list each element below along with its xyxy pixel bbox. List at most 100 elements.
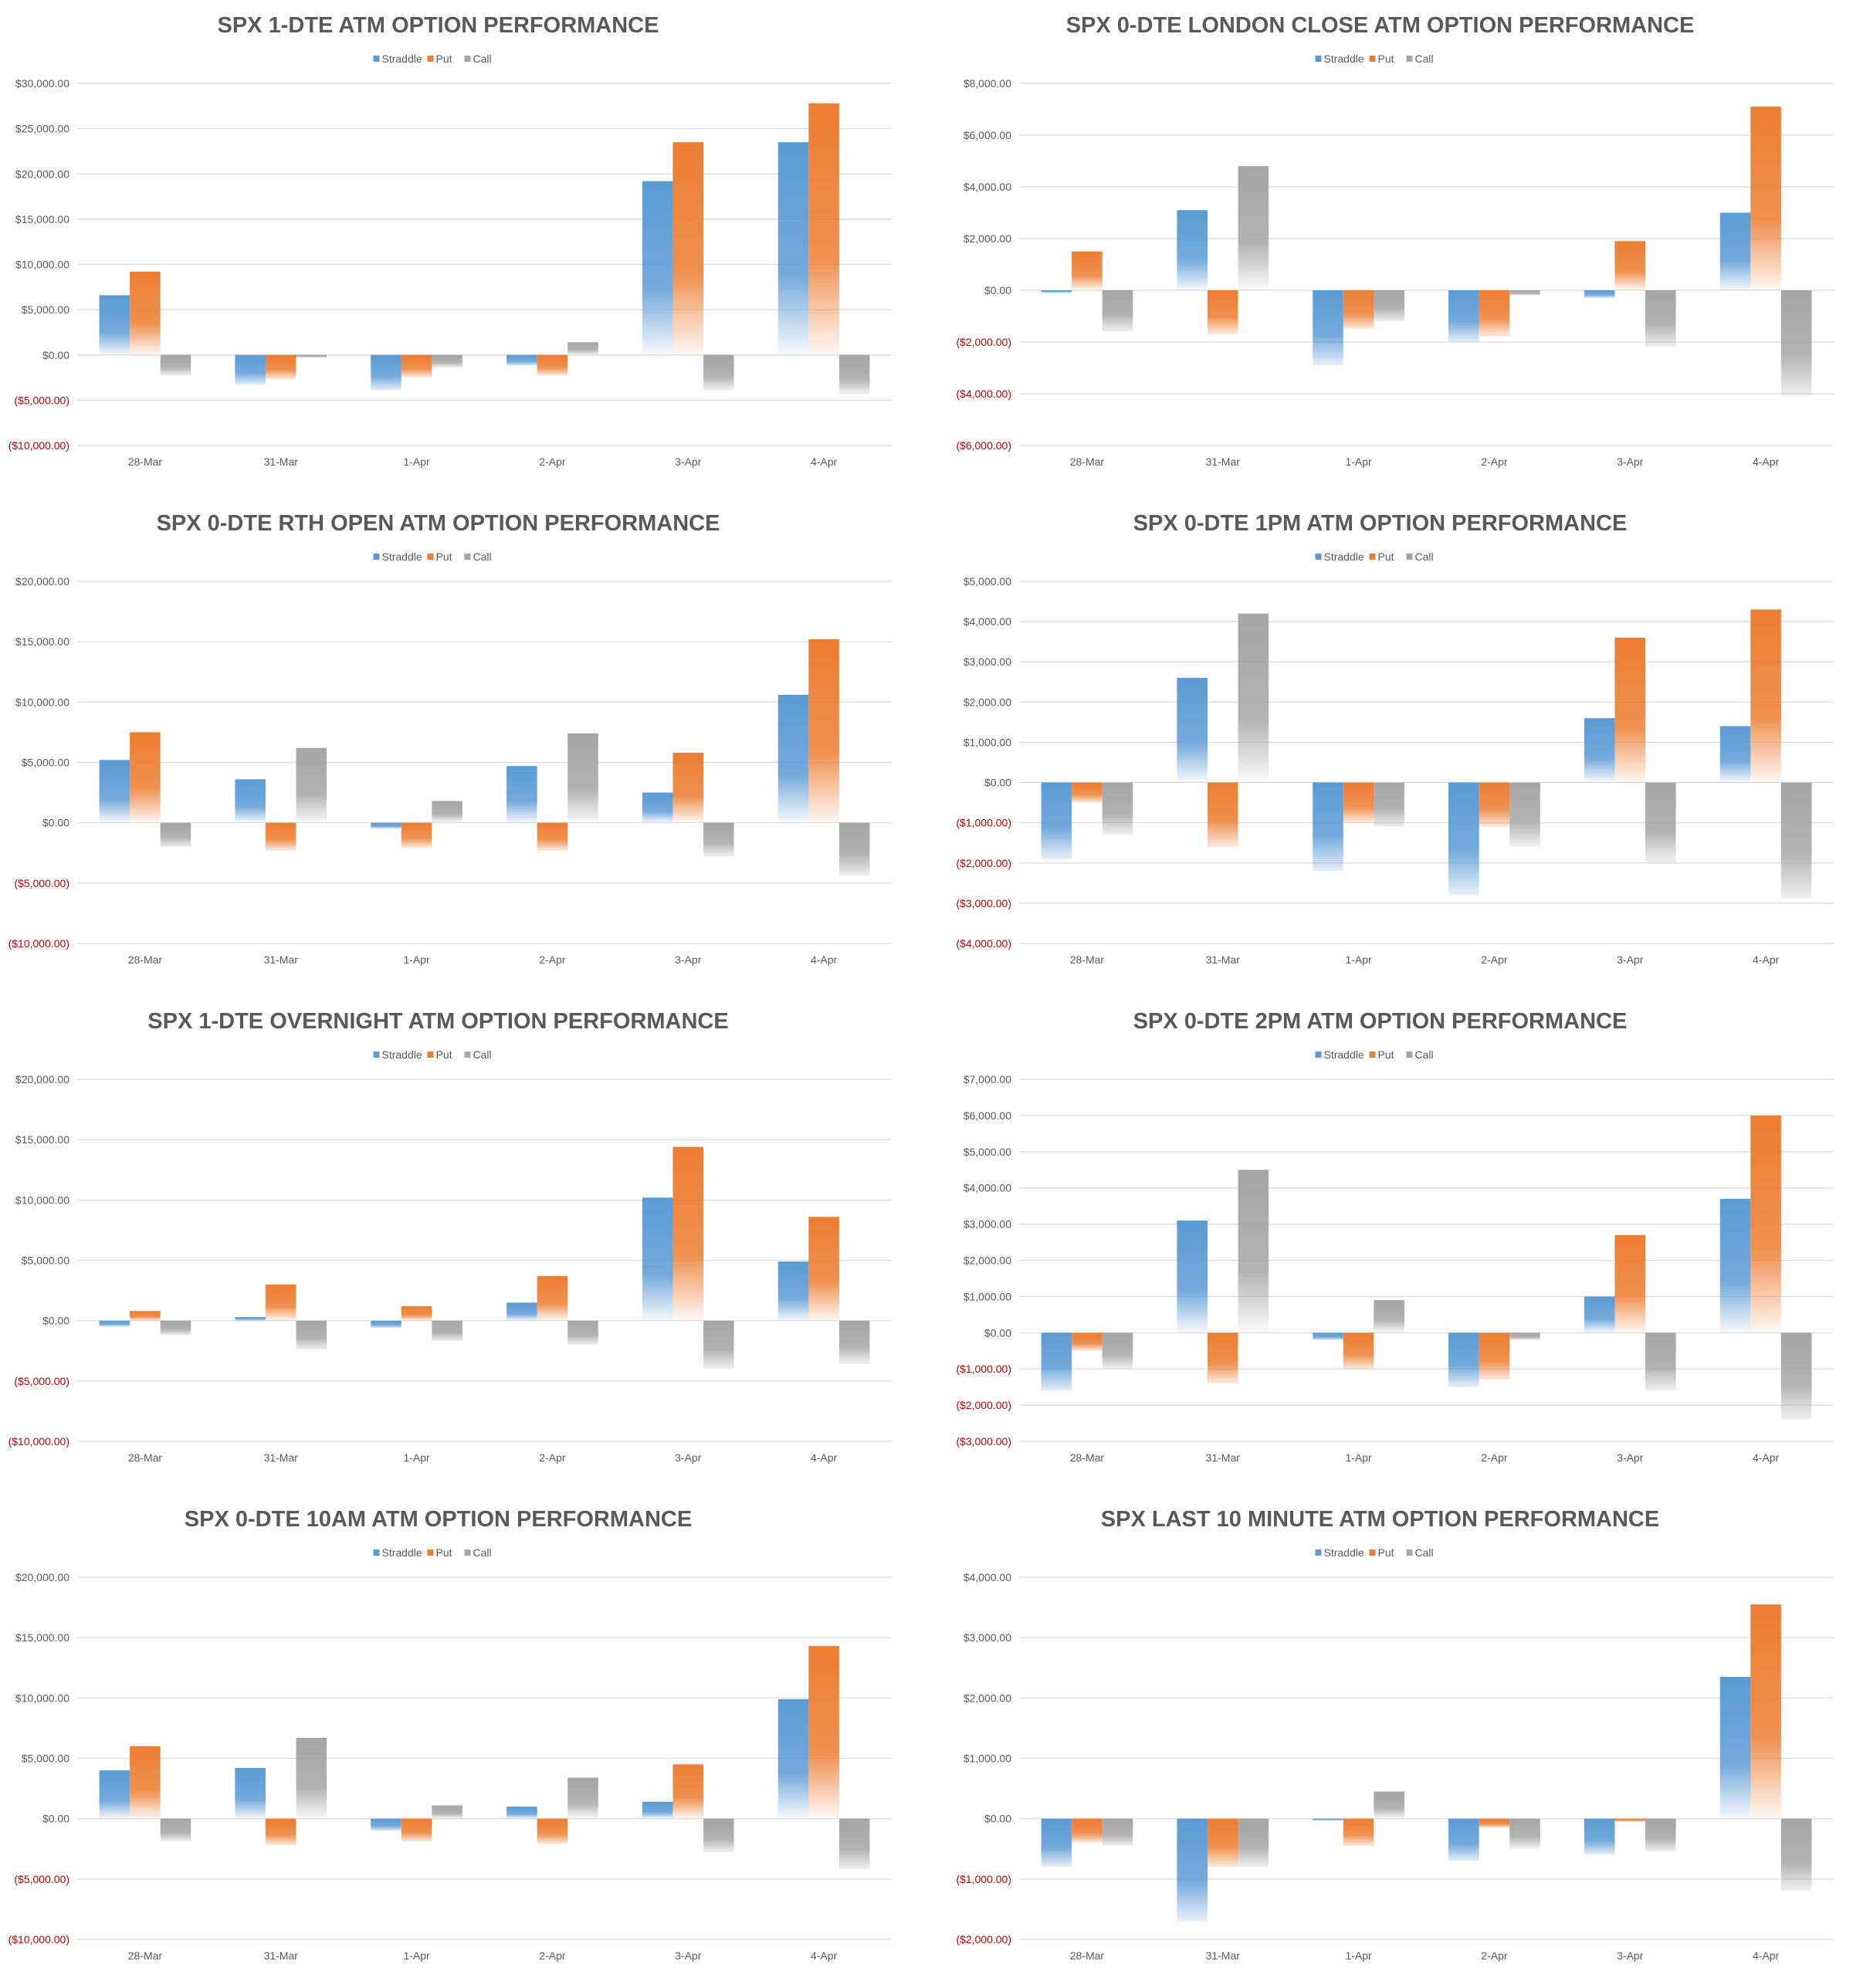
y-tick-label: ($3,000.00) bbox=[956, 1435, 1011, 1448]
bar-straddle-2-apr bbox=[506, 766, 537, 823]
y-tick-label: ($2,000.00) bbox=[956, 1399, 1011, 1411]
bar-call-3-apr bbox=[1645, 1818, 1676, 1852]
bar-put-4-apr bbox=[808, 639, 839, 823]
chart-title: SPX 0-DTE LONDON CLOSE ATM OPTION PERFOR… bbox=[1066, 13, 1695, 38]
y-tick-label: $15,000.00 bbox=[15, 1133, 69, 1146]
legend-label-put: Put bbox=[1378, 550, 1394, 563]
y-tick-label: $10,000.00 bbox=[15, 259, 69, 271]
x-category-label: 1-Apr bbox=[403, 1949, 430, 1962]
legend-item-put: Put bbox=[1369, 1546, 1394, 1559]
bar-put-1-apr bbox=[1343, 1818, 1374, 1846]
bar-put-28-mar bbox=[1072, 251, 1103, 290]
bar-straddle-1-apr bbox=[371, 354, 401, 391]
bar-straddle-31-mar bbox=[235, 779, 266, 823]
y-tick-label: $5,000.00 bbox=[22, 303, 69, 316]
bar-straddle-31-mar bbox=[1177, 1220, 1208, 1333]
y-tick-label: $10,000.00 bbox=[15, 696, 69, 708]
bar-call-1-apr bbox=[1374, 290, 1404, 322]
bar-put-2-apr bbox=[537, 822, 568, 851]
y-tick-label: $25,000.00 bbox=[15, 123, 69, 135]
bar-straddle-2-apr bbox=[1448, 290, 1479, 342]
bar-call-31-mar bbox=[1238, 1170, 1269, 1333]
x-category-label: 2-Apr bbox=[1481, 1451, 1508, 1464]
bar-straddle-1-apr bbox=[371, 1818, 401, 1831]
y-tick-label: ($5,000.00) bbox=[14, 1375, 69, 1387]
legend-label-put: Put bbox=[1378, 1048, 1394, 1061]
bar-straddle-2-apr bbox=[1448, 782, 1479, 896]
y-tick-label: ($4,000.00) bbox=[956, 937, 1011, 950]
x-category-label: 28-Mar bbox=[128, 1451, 163, 1464]
legend-swatch-put bbox=[427, 1052, 434, 1058]
bar-call-4-apr bbox=[1780, 782, 1812, 899]
legend-item-call: Call bbox=[1406, 52, 1434, 65]
bar-put-4-apr bbox=[808, 1646, 839, 1819]
chart-panel: SPX 0-DTE 10AM ATM OPTION PERFORMANCE Str… bbox=[0, 1494, 911, 1988]
bar-straddle-31-mar bbox=[235, 1316, 266, 1321]
bar-straddle-31-mar bbox=[1177, 1818, 1208, 1922]
legend-swatch-call bbox=[1406, 56, 1413, 62]
bar-call-3-apr bbox=[1645, 782, 1676, 863]
bar-straddle-28-mar bbox=[99, 295, 130, 355]
bar-call-1-apr bbox=[432, 801, 462, 823]
bar-straddle-31-mar bbox=[235, 1768, 266, 1819]
legend-label-call: Call bbox=[473, 1546, 492, 1559]
y-tick-label: $0.00 bbox=[984, 284, 1011, 296]
chart-svg: SPX 0-DTE 2PM ATM OPTION PERFORMANCE Stra… bbox=[956, 1009, 1834, 1464]
x-category-label: 3-Apr bbox=[1617, 1451, 1644, 1464]
legend-label-put: Put bbox=[1378, 52, 1394, 65]
y-tick-label: ($10,000.00) bbox=[8, 439, 69, 452]
legend-label-call: Call bbox=[1415, 1546, 1434, 1559]
y-tick-label: $4,000.00 bbox=[964, 615, 1011, 628]
bar-call-3-apr bbox=[703, 1320, 734, 1370]
bar-call-28-mar bbox=[160, 822, 191, 847]
x-category-label: 2-Apr bbox=[539, 953, 566, 966]
x-category-label: 2-Apr bbox=[539, 1949, 566, 1962]
x-category-label: 31-Mar bbox=[264, 953, 299, 966]
bar-call-1-apr bbox=[432, 1320, 462, 1342]
legend-swatch-straddle bbox=[1315, 1052, 1322, 1058]
chart-panel: SPX 1-DTE ATM OPTION PERFORMANCE Straddle… bbox=[0, 0, 911, 494]
x-category-label: 1-Apr bbox=[403, 456, 430, 468]
legend-label-put: Put bbox=[1378, 1546, 1394, 1559]
x-category-label: 2-Apr bbox=[1481, 456, 1508, 468]
bar-call-31-mar bbox=[296, 747, 327, 823]
legend-swatch-straddle bbox=[373, 554, 380, 560]
bar-straddle-3-apr bbox=[642, 1801, 673, 1819]
legend-swatch-straddle bbox=[1315, 1549, 1322, 1556]
bar-put-1-apr bbox=[401, 1818, 432, 1842]
bar-call-31-mar bbox=[1238, 613, 1269, 783]
legend-swatch-call bbox=[1406, 554, 1413, 560]
bar-put-1-apr bbox=[401, 354, 432, 378]
chart-panel: SPX LAST 10 MINUTE ATM OPTION PERFORMANC… bbox=[942, 1494, 1853, 1988]
bar-straddle-28-mar bbox=[99, 760, 130, 823]
bar-straddle-28-mar bbox=[1041, 1333, 1072, 1391]
bar-put-3-apr bbox=[1614, 1234, 1646, 1333]
bar-put-1-apr bbox=[401, 822, 432, 848]
chart-panel: SPX 1-DTE OVERNIGHT ATM OPTION PERFORMAN… bbox=[0, 996, 911, 1490]
bar-straddle-4-apr bbox=[777, 1262, 809, 1321]
legend-item-call: Call bbox=[464, 1546, 492, 1559]
y-tick-label: $2,000.00 bbox=[964, 696, 1011, 708]
chart-svg: SPX LAST 10 MINUTE ATM OPTION PERFORMANC… bbox=[956, 1507, 1834, 1962]
y-tick-label: $3,000.00 bbox=[964, 655, 1011, 668]
x-category-label: 28-Mar bbox=[1070, 456, 1105, 468]
bar-put-3-apr bbox=[1614, 1818, 1646, 1822]
bar-put-31-mar bbox=[1207, 1818, 1238, 1868]
y-tick-label: $2,000.00 bbox=[964, 1255, 1011, 1267]
y-tick-label: $4,000.00 bbox=[964, 181, 1011, 193]
x-category-label: 1-Apr bbox=[1345, 456, 1372, 468]
legend-item-put: Put bbox=[427, 1048, 452, 1061]
legend-label-call: Call bbox=[1415, 1048, 1434, 1061]
y-tick-label: $0.00 bbox=[42, 1813, 69, 1825]
bar-put-31-mar bbox=[265, 1284, 296, 1321]
y-tick-label: $10,000.00 bbox=[15, 1692, 69, 1704]
x-category-label: 1-Apr bbox=[1345, 1451, 1372, 1464]
y-tick-label: $2,000.00 bbox=[964, 1692, 1011, 1704]
legend-swatch-call bbox=[464, 1052, 471, 1058]
legend-label-straddle: Straddle bbox=[1324, 52, 1364, 65]
bar-straddle-4-apr bbox=[777, 694, 809, 823]
y-tick-label: ($10,000.00) bbox=[8, 1435, 69, 1448]
y-tick-label: $3,000.00 bbox=[964, 1218, 1011, 1231]
bar-put-2-apr bbox=[1479, 782, 1510, 827]
